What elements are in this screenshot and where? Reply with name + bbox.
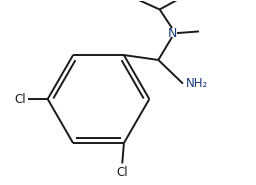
Text: N: N [167, 27, 177, 40]
Text: NH₂: NH₂ [186, 77, 208, 90]
Text: Cl: Cl [15, 92, 26, 106]
Text: Cl: Cl [116, 166, 128, 179]
